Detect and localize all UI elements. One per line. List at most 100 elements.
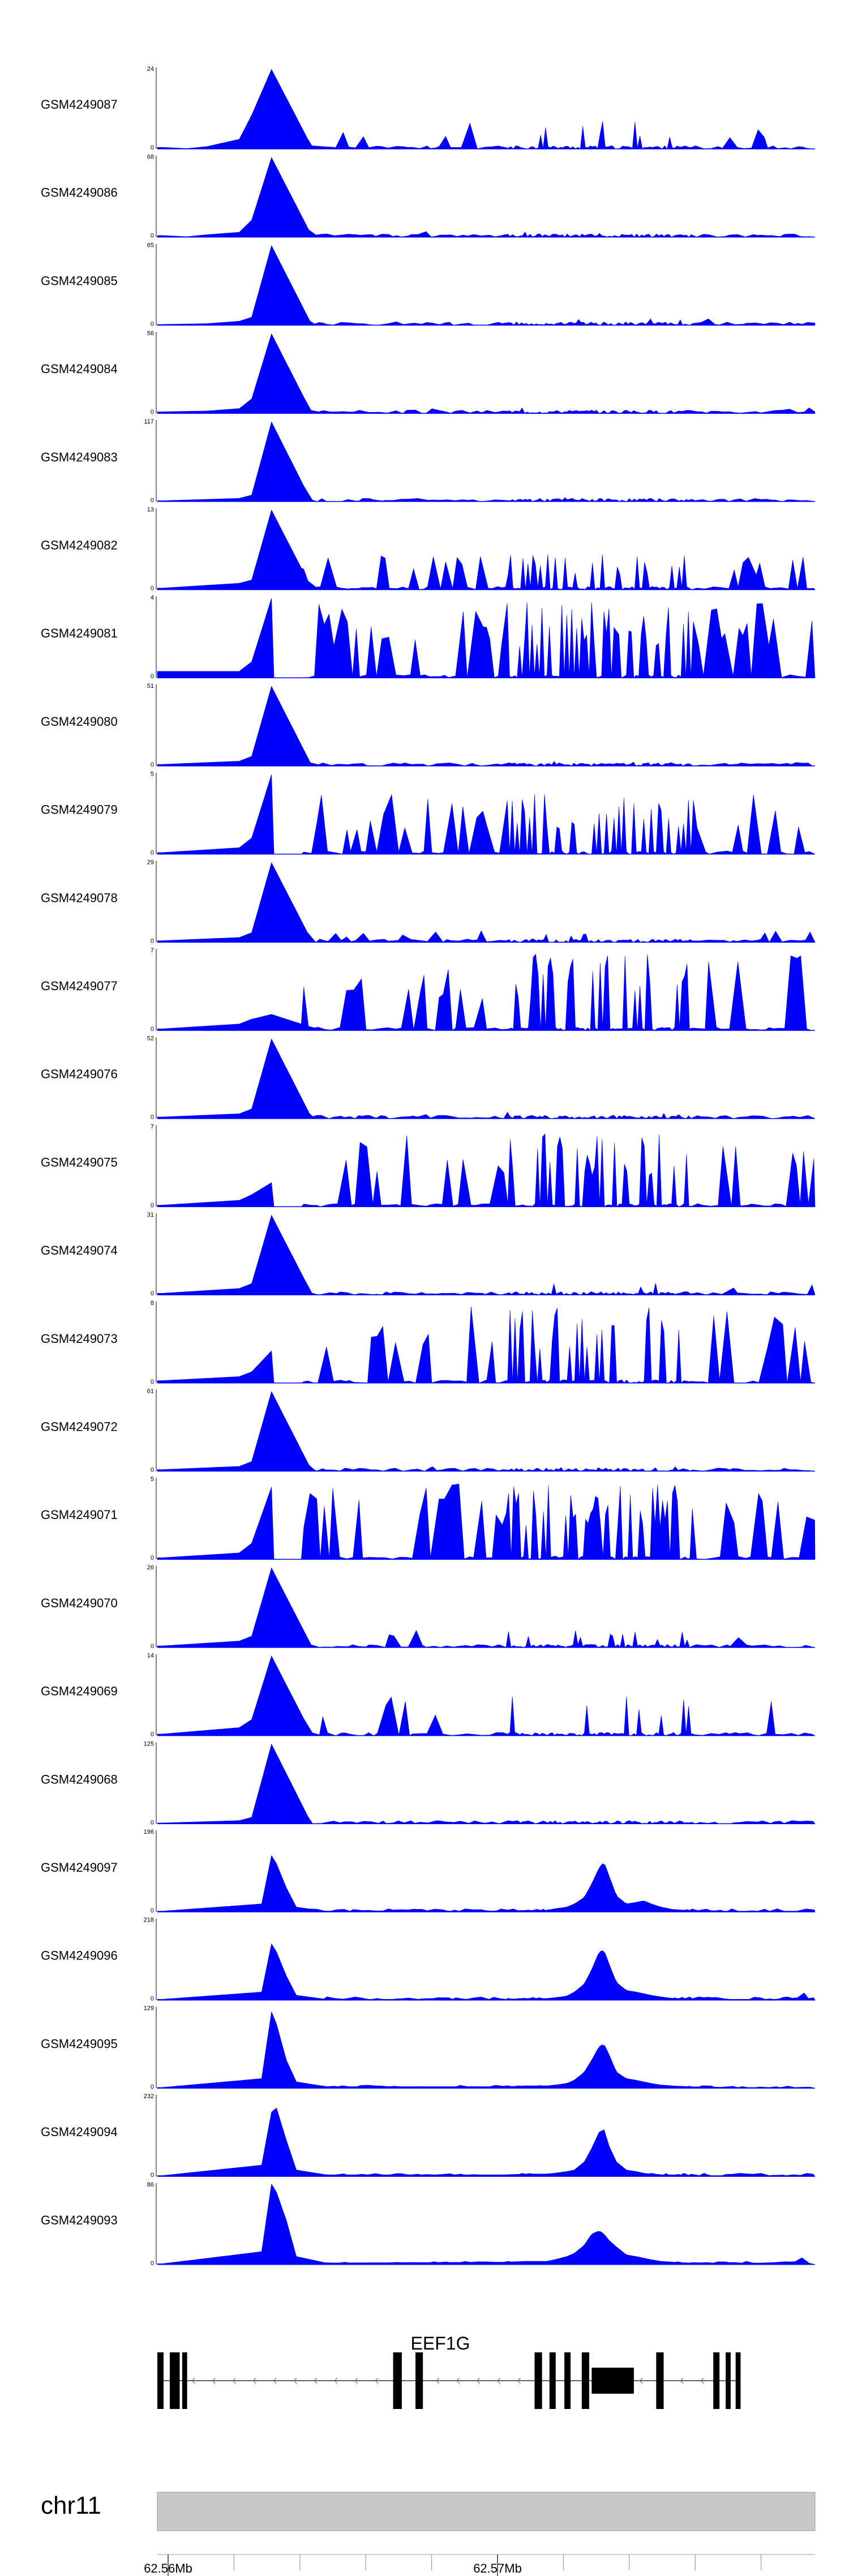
coverage-area	[157, 421, 816, 502]
strand-arrow-icon	[232, 2377, 236, 2384]
coverage-area	[157, 1943, 816, 2000]
track-zero-label: 0	[151, 938, 154, 944]
track-label: GSM4249068	[41, 1772, 118, 1786]
track-GSM4249069: GSM4249069 14 0	[41, 1653, 816, 1738]
track-zero-label: 0	[151, 233, 154, 239]
track-max-label: 51	[147, 683, 154, 690]
track-zero-label: 0	[151, 1379, 154, 1385]
track-GSM4249070: GSM4249070 26 0	[41, 1564, 816, 1650]
track-max-label: 24	[147, 66, 154, 72]
track-max-label: 56	[147, 330, 154, 337]
genome-axis-tick-label: 62.56Mb	[144, 2561, 192, 2575]
coverage-area	[157, 333, 816, 414]
track-zero-label: 0	[151, 409, 154, 416]
track-zero-label: 0	[151, 1819, 154, 1826]
track-zero-label: 0	[151, 1467, 154, 1474]
track-label: GSM4249081	[41, 626, 118, 640]
gene-exon	[726, 2352, 731, 2409]
gene-exon	[656, 2352, 664, 2409]
strand-arrow-icon	[293, 2377, 297, 2384]
coverage-area	[157, 69, 816, 149]
track-zero-label: 0	[151, 585, 154, 592]
coverage-area	[157, 1567, 816, 1648]
track-zero-label: 0	[151, 673, 154, 680]
chromosome-axis-track: chr11 62.56Mb 62.57Mb	[41, 2492, 816, 2576]
track-zero-label: 0	[151, 2260, 154, 2267]
track-label: GSM4249075	[41, 1155, 118, 1169]
track-label: GSM4249073	[41, 1332, 118, 1346]
gene-exon	[157, 2352, 164, 2409]
chromosome-band	[157, 2492, 816, 2531]
track-max-label: 29	[147, 859, 154, 866]
track-label: GSM4249094	[41, 2125, 118, 2139]
strand-arrow-icon	[375, 2377, 379, 2384]
strand-arrow-icon	[680, 2377, 684, 2384]
track-zero-label: 0	[151, 144, 154, 151]
gene-exon	[534, 2352, 542, 2409]
coverage-area	[157, 1855, 816, 1912]
track-zero-label: 0	[151, 1026, 154, 1033]
track-zero-label: 0	[151, 2172, 154, 2179]
gene-exon	[581, 2352, 589, 2409]
strand-arrow-icon	[639, 2377, 643, 2384]
track-GSM4249082: GSM4249082 13 0	[41, 507, 816, 592]
strand-arrow-icon	[252, 2377, 256, 2384]
coverage-area	[157, 686, 816, 767]
gene-annotation-track: EEF1G	[157, 2333, 741, 2409]
gene-name-label: EEF1G	[411, 2333, 470, 2354]
track-max-label: 5	[151, 1476, 154, 1483]
track-label: GSM4249082	[41, 538, 118, 552]
track-label: GSM4249080	[41, 714, 118, 729]
coverage-area	[157, 862, 816, 943]
track-label: GSM4249077	[41, 979, 118, 993]
gene-exon	[591, 2368, 634, 2394]
track-GSM4249083: GSM4249083 117 0	[41, 418, 816, 504]
strand-arrow-icon	[314, 2377, 318, 2384]
track-max-label: 8	[151, 1300, 154, 1307]
gene-exon	[735, 2352, 741, 2409]
track-max-label: 52	[147, 1035, 154, 1042]
track-label: GSM4249071	[41, 1508, 118, 1522]
track-zero-label: 0	[151, 850, 154, 857]
track-zero-label: 0	[151, 1643, 154, 1650]
coverage-area	[157, 774, 816, 854]
track-max-label: 68	[147, 154, 154, 161]
strand-arrow-icon	[456, 2377, 460, 2384]
track-zero-label: 0	[151, 1907, 154, 1914]
strand-arrow-icon	[191, 2377, 195, 2384]
track-zero-label: 0	[151, 1731, 154, 1738]
track-GSM4249097: GSM4249097 196 0	[41, 1829, 816, 1914]
track-GSM4249072: GSM4249072 61 0	[41, 1388, 816, 1474]
track-GSM4249096: GSM4249096 218 0	[41, 1917, 816, 2002]
track-GSM4249093: GSM4249093 86 0	[41, 2181, 816, 2267]
gene-exon	[182, 2352, 187, 2409]
coverage-area	[157, 1133, 816, 1208]
coverage-area	[157, 1214, 816, 1295]
gene-exon	[549, 2352, 556, 2409]
track-max-label: 61	[147, 1388, 154, 1395]
track-label: GSM4249085	[41, 273, 118, 288]
strand-arrow-icon	[334, 2377, 338, 2384]
track-label: GSM4249079	[41, 803, 118, 817]
track-zero-label: 0	[151, 1996, 154, 2002]
track-label: GSM4249072	[41, 1419, 118, 1434]
gene-exon	[393, 2352, 402, 2409]
strand-arrow-icon	[497, 2377, 501, 2384]
track-label: GSM4249083	[41, 450, 118, 464]
track-zero-label: 0	[151, 2083, 154, 2090]
track-GSM4249081: GSM4249081 4 0	[41, 594, 816, 680]
track-zero-label: 0	[151, 1202, 154, 1209]
track-max-label: 86	[147, 2181, 154, 2188]
track-GSM4249073: GSM4249073 8 0	[41, 1300, 816, 1385]
track-GSM4249068: GSM4249068 125 0	[41, 1740, 816, 1826]
strand-arrow-icon	[436, 2377, 440, 2384]
track-label: GSM4249074	[41, 1243, 118, 1257]
genome-axis-tick-label: 62.57Mb	[473, 2561, 522, 2575]
track-max-label: 7	[151, 1123, 154, 1130]
track-zero-label: 0	[151, 497, 154, 504]
coverage-area	[157, 2183, 816, 2265]
track-max-label: 129	[144, 2005, 154, 2012]
coverage-area	[157, 1038, 816, 1119]
track-GSM4249086: GSM4249086 68 0	[41, 154, 816, 239]
